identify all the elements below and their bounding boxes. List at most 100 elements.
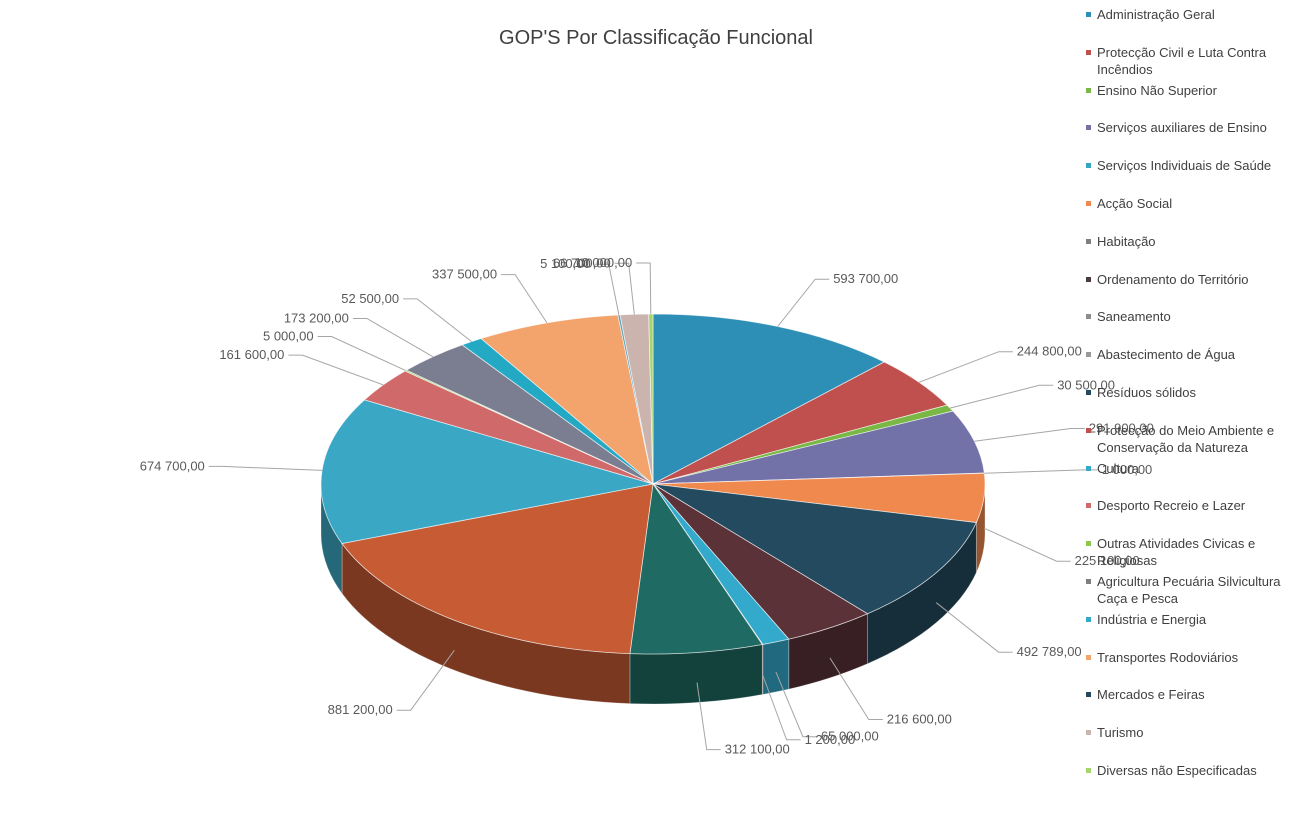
leader-line	[317, 336, 406, 372]
legend-swatch	[1086, 768, 1091, 773]
legend-swatch	[1086, 238, 1091, 244]
legend-label: Acção Social	[1097, 196, 1173, 211]
leader-line	[501, 274, 548, 324]
data-label: 216 600,00	[887, 712, 952, 727]
legend-item: Cultura	[1084, 460, 1312, 477]
leader-line	[696, 682, 721, 751]
legend-label: Serviços auxiliares de Ensino	[1097, 120, 1267, 136]
legend-label: Outras Atividades Civicas e Religiosas	[1097, 536, 1256, 569]
data-label: 173 200,00	[284, 311, 349, 326]
legend-swatch	[1086, 465, 1091, 471]
legend-item: Serviços Individuais de Saúde	[1084, 157, 1312, 174]
data-label: 5 100,00	[540, 256, 591, 271]
legend-item: Abastecimento de Água	[1084, 346, 1312, 363]
legend-swatch	[1086, 503, 1091, 509]
legend-item: Diversas não Especificadas	[1084, 762, 1312, 779]
leader-line	[949, 384, 1054, 409]
data-label: 312 100,00	[725, 742, 790, 757]
data-label: 52 500,00	[341, 291, 399, 306]
pie-slice	[648, 313, 654, 485]
data-labels: 593 700,00 244 800,00 30 500,00 291 900,00 1…	[140, 255, 1154, 757]
legend-swatch	[1086, 352, 1091, 358]
legend-label: Abastecimento de Água	[1097, 347, 1236, 363]
legend-item: Serviços auxiliares de Ensino	[1084, 119, 1312, 136]
pie-top-faces	[320, 313, 986, 655]
leader-lines	[208, 262, 1098, 751]
data-label: 337 500,00	[432, 267, 497, 282]
legend-item: Outras Atividades Civicas e Religiosas	[1084, 535, 1312, 569]
legend-swatch	[1086, 314, 1091, 320]
pie-side-walls	[320, 483, 986, 705]
legend-item: Desporto Recreio e Lazer	[1084, 497, 1312, 514]
legend-swatch	[1086, 616, 1091, 622]
data-label: 30 500,00	[1057, 377, 1115, 392]
legend-label: Ordenamento do Território	[1097, 271, 1249, 287]
legend-label: Transportes Rodoviários	[1097, 649, 1239, 665]
legend-label: Protecção do Meio Ambiente e Conservação…	[1097, 422, 1275, 455]
data-label: 881 200,00	[328, 702, 393, 717]
pie-slice	[652, 410, 985, 485]
legend-swatch	[1086, 427, 1091, 433]
leader-line	[636, 262, 652, 315]
leader-line	[983, 527, 1071, 562]
leader-line	[208, 465, 323, 471]
leader-line	[614, 262, 635, 315]
legend-item: Habitação	[1084, 233, 1312, 250]
legend-item: Saneamento	[1084, 308, 1312, 325]
legend-item: Transportes Rodoviários	[1084, 649, 1312, 666]
leader-line	[829, 657, 883, 720]
leader-line	[775, 671, 817, 738]
legend-label: Turismo	[1097, 725, 1144, 741]
legend-item: Turismo	[1084, 724, 1312, 741]
leader-line	[984, 469, 1098, 474]
leader-line	[288, 354, 384, 386]
legend-swatch	[1086, 49, 1091, 55]
legend-swatch	[1086, 541, 1091, 547]
data-label: 66 700,00	[553, 255, 611, 270]
data-label: 244 800,00	[1017, 344, 1082, 359]
leader-line	[352, 318, 434, 358]
legend-label: Agricultura Pecuária Silvicultura Caça e…	[1097, 574, 1281, 606]
data-label: 161 600,00	[219, 347, 284, 362]
legend-swatch	[1086, 579, 1091, 584]
legend-item: Agricultura Pecuária Silvicultura Caça e…	[1084, 573, 1312, 607]
legend-label: Mercados e Feiras	[1097, 687, 1205, 703]
legend-label: Ensino Não Superior	[1097, 82, 1217, 98]
legend-item: Indústria e Energia	[1084, 611, 1312, 628]
pie-slice	[341, 483, 654, 655]
legend-swatch	[1086, 163, 1091, 169]
legend-label: Diversas não Especificadas	[1097, 763, 1257, 778]
data-label: 492 789,00	[1017, 644, 1082, 659]
data-label: 65 000,00	[821, 729, 879, 744]
legend-item: Protecção Civil e Luta Contra Incêndios	[1084, 44, 1312, 78]
pie-slice	[652, 483, 977, 615]
legend-label: Protecção Civil e Luta Contra Incêndios	[1097, 44, 1267, 77]
data-label: 674 700,00	[140, 458, 205, 473]
leader-line	[974, 428, 1085, 442]
legend-item: Resíduos sólidos	[1084, 384, 1312, 401]
legend-swatch	[1086, 12, 1091, 17]
legend-item: Ordenamento do Território	[1084, 271, 1312, 288]
data-label: 225 100,00	[1075, 553, 1140, 568]
legend-swatch	[1086, 730, 1091, 736]
legend-label: Administração Geral	[1097, 7, 1215, 22]
legend-swatch	[1086, 201, 1091, 206]
leader-line	[935, 602, 1013, 653]
leader-line	[762, 674, 801, 741]
pie-slice	[629, 482, 763, 655]
data-label: 5 000,00	[263, 329, 314, 344]
data-label: 1 200,00	[805, 732, 856, 747]
legend-swatch	[1086, 654, 1091, 660]
data-label: 10 000,00	[574, 255, 632, 270]
legend-item: Acção Social	[1084, 195, 1312, 212]
leader-line	[918, 351, 1013, 383]
data-label: 291 900,00	[1089, 421, 1154, 436]
chart-title: GOP'S Por Classificação Funcional	[499, 27, 813, 49]
legend-item: Mercados e Feiras	[1084, 686, 1312, 703]
legend-label: Habitação	[1097, 233, 1156, 249]
legend-swatch	[1086, 390, 1091, 395]
data-label: 1 000,00	[1102, 462, 1153, 477]
leader-line	[594, 263, 620, 315]
legend-item: Ensino Não Superior	[1084, 82, 1312, 99]
